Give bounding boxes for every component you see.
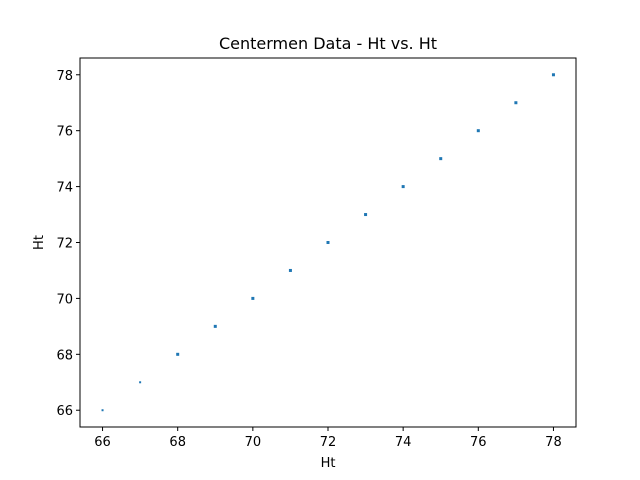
data-point — [288, 268, 292, 272]
data-point — [401, 185, 405, 189]
data-point — [101, 409, 104, 412]
y-tick-label: 72 — [56, 237, 73, 252]
y-tick-label: 78 — [56, 69, 73, 84]
chart-title: Centermen Data - Ht vs. Ht — [219, 34, 437, 53]
y-axis-ticks: 66 68 70 72 74 76 78 — [56, 69, 80, 419]
data-point — [439, 157, 443, 161]
x-tick-label: 68 — [169, 435, 186, 450]
x-axis-ticks: 66 68 70 72 74 76 78 — [94, 427, 562, 450]
data-point — [251, 296, 255, 300]
data-point — [326, 241, 330, 244]
plot-area: 66 68 70 72 74 76 78 66 68 70 72 74 76 78 — [56, 57, 577, 450]
y-tick-label: 74 — [56, 181, 73, 196]
x-tick-label: 74 — [395, 435, 412, 450]
y-tick-label: 66 — [56, 404, 73, 419]
data-point — [514, 101, 518, 105]
x-tick-label: 70 — [245, 435, 262, 450]
data-point — [551, 73, 555, 77]
y-tick-label: 76 — [56, 125, 73, 140]
data-point — [139, 381, 142, 384]
x-tick-label: 78 — [545, 435, 562, 450]
y-axis-label: Ht — [32, 235, 47, 250]
x-axis-label: Ht — [321, 456, 336, 471]
x-tick-label: 72 — [320, 435, 337, 450]
x-tick-label: 66 — [94, 435, 111, 450]
y-tick-label: 70 — [56, 292, 73, 307]
plot-frame — [79, 57, 577, 428]
data-point — [176, 352, 180, 356]
y-tick-label: 68 — [56, 348, 73, 363]
data-points — [101, 73, 555, 412]
data-point — [476, 129, 480, 133]
data-point — [213, 324, 217, 328]
data-point — [364, 213, 368, 217]
x-tick-label: 76 — [470, 435, 487, 450]
